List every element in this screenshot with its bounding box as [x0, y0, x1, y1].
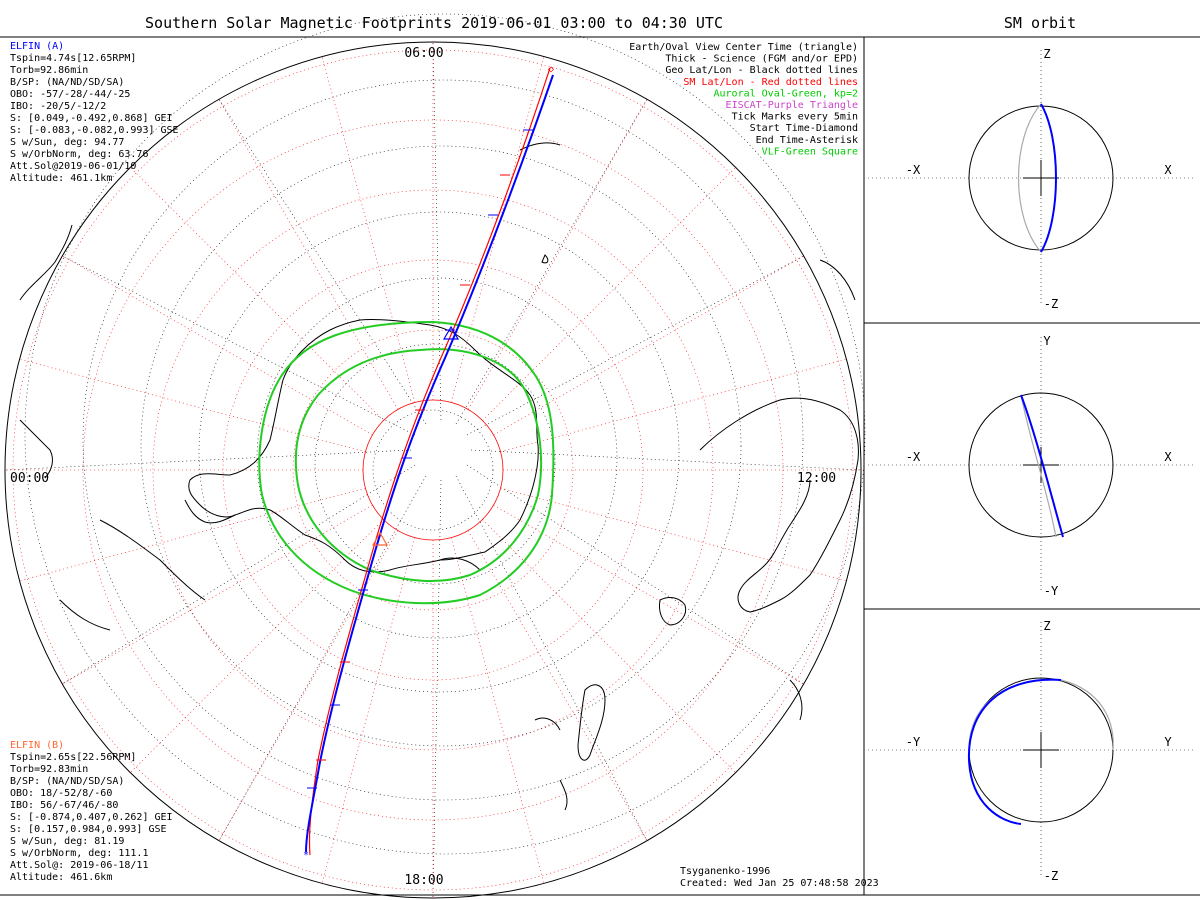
created-timestamp: Created: Wed Jan 25 07:48:58 2023: [680, 878, 879, 889]
info-line: S w/OrbNorm, deg: 111.1: [10, 848, 148, 859]
sm-lat-line: [12, 49, 854, 891]
sm-orbit-panel: Z -Z -X X: [868, 47, 1196, 311]
geo-lat-line: [140, 145, 742, 747]
legend-entry: EISCAT-Purple Triangle: [726, 100, 858, 111]
legend-entry: SM Lat/Lon - Red dotted lines: [683, 77, 858, 88]
info-line: S: [-0.083,-0.082,0.993] GSE: [10, 125, 179, 136]
elfin-a-info: ELFIN (A)Tspin=4.74s[12.65RPM]Torb=92.86…: [10, 41, 179, 184]
geo-lon-line: [455, 475, 648, 841]
legend-entry: Auroral Oval-Green, kp=2: [714, 88, 859, 99]
info-line: S: [0.049,-0.492,0.868] GEI: [10, 113, 173, 124]
axis-label-right: X: [1164, 450, 1172, 464]
legend-entry: Start Time-Diamond: [750, 123, 858, 134]
axis-label-top: Y: [1043, 334, 1051, 348]
page-title: Southern Solar Magnetic Footprints 2019-…: [145, 14, 723, 32]
info-line: Torb=92.86min: [10, 65, 88, 76]
info-line: B/SP: (NA/ND/SD/SA): [10, 77, 124, 88]
orbit-path-gray: [1020, 394, 1057, 538]
info-line: IBO: -20/5/-12/2: [10, 101, 106, 112]
orbit-path-blue: [1020, 394, 1064, 538]
hour-label-left: 00:00: [10, 471, 49, 486]
hour-label-top: 06:00: [404, 46, 443, 61]
sm-orbit-panel: Z -Z -Y Y: [868, 619, 1196, 883]
orbit-path-blue: [967, 678, 1062, 825]
axis-label-bottom: -Z: [1044, 297, 1058, 311]
legend: Earth/Oval View Center Time (triangle)Th…: [629, 42, 858, 157]
info-line: S: [-0.874,0.407,0.262] GEI: [10, 812, 173, 823]
geo-grid: [4, 13, 866, 899]
legend-entry: End Time-Asterisk: [756, 135, 858, 146]
view-center-triangle-b: [371, 531, 389, 546]
sm-grid: [5, 42, 861, 898]
axis-label-left: -X: [906, 163, 921, 177]
polar-map: ◇ * 06:00 00:00 12:00 18:00: [4, 13, 866, 899]
auroral-oval-outer: [258, 320, 555, 605]
legend-entry: Earth/Oval View Center Time (triangle): [629, 42, 858, 53]
geo-lon-line: [455, 99, 648, 425]
info-line: S: [0.157,0.984,0.993] GSE: [10, 824, 167, 835]
axis-label-right: X: [1164, 163, 1172, 177]
legend-entry: Thick - Science (FGM and/or EPD): [665, 54, 858, 65]
hour-label-bottom: 18:00: [404, 873, 443, 888]
earth-circle: [968, 392, 1114, 538]
coastline: [19, 142, 859, 811]
sm-orbit-panel: Y -Y -X X: [868, 334, 1196, 598]
geo-lon-line: [432, 479, 442, 899]
start-marker: ◇: [548, 64, 554, 75]
elfin-b-name: ELFIN (B): [10, 740, 64, 751]
info-line: S w/OrbNorm, deg: 63.76: [10, 149, 148, 160]
info-line: Att.Sol@: 2019-06-18/11: [10, 860, 148, 871]
legend-entry: Geo Lat/Lon - Black dotted lines: [665, 65, 858, 76]
orbit-path-blue: [1040, 103, 1057, 253]
axis-label-left: -Y: [906, 735, 921, 749]
axis-label-top: Z: [1043, 619, 1050, 633]
info-line: Tspin=2.65s[22.56RPM]: [10, 752, 136, 763]
info-line: Tspin=4.74s[12.65RPM]: [10, 53, 136, 64]
hour-label-right: 12:00: [797, 471, 836, 486]
view-center-triangle-a: [442, 325, 460, 340]
sm-orbit-title: SM orbit: [1004, 14, 1076, 32]
info-line: OBO: -57/-28/-44/-25: [10, 89, 130, 100]
geo-lat-line: [372, 409, 494, 531]
orbit-path-gray: [1017, 103, 1042, 253]
geo-lat-line: [256, 277, 618, 639]
info-line: OBO: 18/-52/8/-60: [10, 788, 112, 799]
auroral-oval-inner: [294, 348, 543, 582]
info-line: Altitude: 461.1km: [10, 173, 112, 184]
track-b-tick-marks: [316, 174, 510, 761]
sm-lat-line: [152, 189, 714, 751]
info-line: B/SP: (NA/ND/SD/SA): [10, 776, 124, 787]
info-line: Att.Sol@2019-06-01/10: [10, 161, 136, 172]
elfin-a-name: ELFIN (A): [10, 41, 64, 52]
info-line: S w/Sun, deg: 94.77: [10, 137, 124, 148]
model-label: Tsyganenko-1996: [680, 866, 770, 877]
info-line: IBO: 56/-67/46/-80: [10, 800, 118, 811]
geo-lon-line: [218, 99, 427, 425]
elfin-b-info: ELFIN (B)Tspin=2.65s[22.56RPM]Torb=92.83…: [10, 740, 173, 883]
elfin-a-track: [305, 74, 554, 853]
info-line: Torb=92.83min: [10, 764, 88, 775]
end-marker: *: [303, 850, 309, 861]
geo-lat-line: [82, 79, 804, 801]
legend-entry: VLF-Green Square: [762, 146, 858, 157]
sm-pole-circle: [362, 399, 504, 541]
sm-orbit-panels: Z -Z -X X Y -Y -X X Z -Z -Y Y: [868, 47, 1196, 883]
axis-label-left: -X: [906, 450, 921, 464]
sm-lat-line: [292, 329, 574, 611]
legend-entry: Tick Marks every 5min: [732, 112, 858, 123]
axis-label-right: Y: [1164, 735, 1172, 749]
geo-lat-line: [198, 211, 680, 693]
axis-label-top: Z: [1043, 47, 1050, 61]
map-boundary: [4, 41, 862, 899]
axis-label-bottom: -Z: [1044, 869, 1058, 883]
info-line: S w/Sun, deg: 81.19: [10, 836, 124, 847]
info-line: Altitude: 461.6km: [10, 872, 112, 883]
geo-lat-line: [314, 343, 556, 585]
geo-lon-line: [466, 464, 804, 685]
geo-lat-line: [24, 13, 866, 855]
axis-label-bottom: -Y: [1044, 584, 1059, 598]
